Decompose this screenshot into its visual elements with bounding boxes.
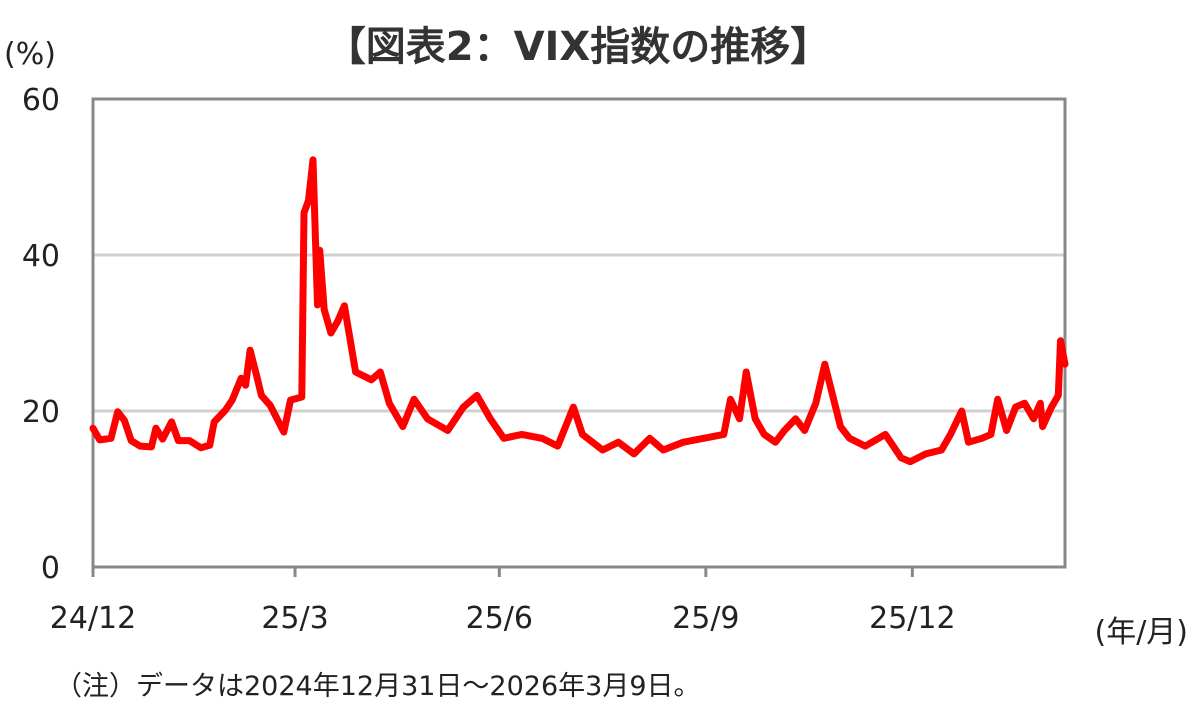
x-tick-label: 25/3 (261, 601, 328, 636)
y-tick-label: 20 (22, 395, 60, 430)
y-axis-unit-label: (%) (4, 37, 56, 72)
chart-title: 【図表2：VIX指数の推移】 (326, 24, 831, 70)
x-tick-label: 24/12 (50, 601, 136, 636)
y-tick-label: 60 (22, 83, 60, 118)
y-tick-label: 0 (41, 551, 60, 586)
x-tick-labels: 24/12 25/3 25/6 25/9 25/12 (50, 567, 956, 636)
plot-frame (91, 97, 1067, 569)
gridlines (93, 253, 1065, 413)
y-tick-labels: 0 20 40 60 (22, 83, 60, 586)
y-tick-label: 40 (22, 239, 60, 274)
x-tick-label: 25/6 (466, 601, 533, 636)
x-tick-label: 25/12 (869, 601, 955, 636)
x-tick-label: 25/9 (672, 601, 739, 636)
x-axis-unit-label: (年/月) (1094, 615, 1188, 650)
vix-series-line (89, 156, 1069, 466)
chart-note: （注）データは2024年12月31日～2026年3月9日。 (55, 671, 701, 702)
